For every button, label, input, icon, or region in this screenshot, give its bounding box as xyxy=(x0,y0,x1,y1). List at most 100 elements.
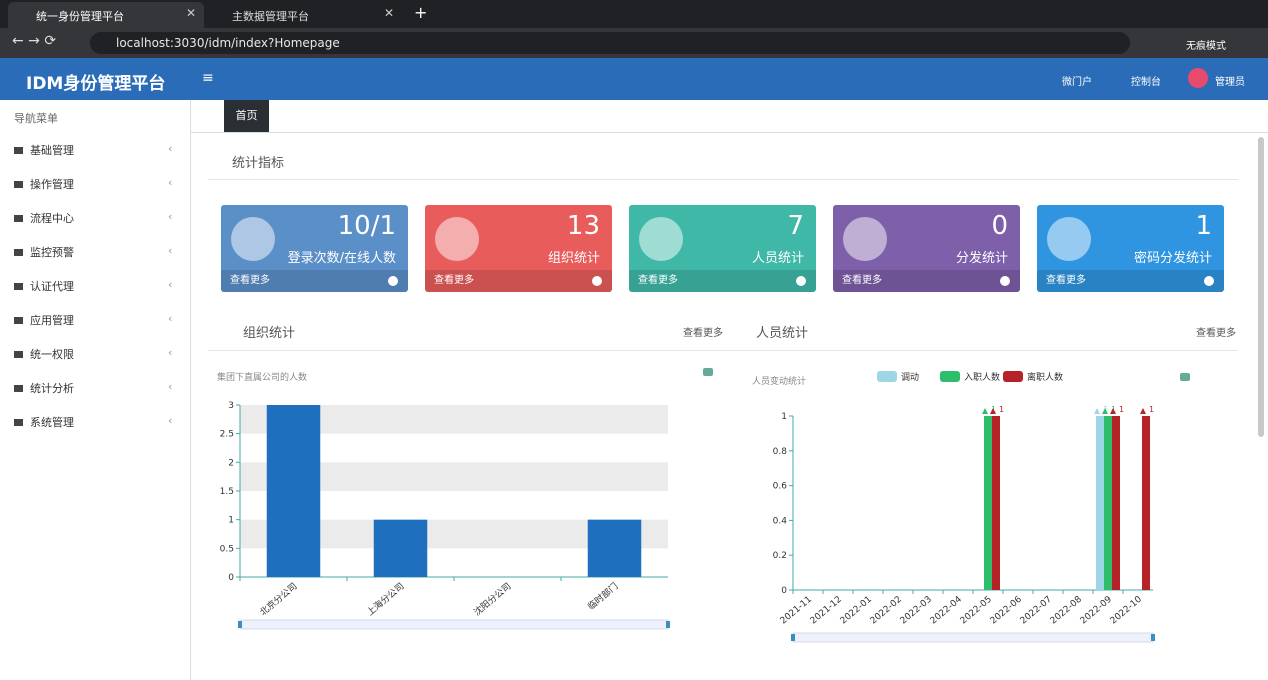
tab-title[interactable]: 主数据管理平台 xyxy=(232,10,309,23)
card-label: 密码分发统计 xyxy=(1133,251,1212,266)
tab-title[interactable]: 统一身份管理平台 xyxy=(36,10,124,23)
legend-label: 入职人数 xyxy=(964,371,1000,383)
url[interactable]: localhost:3030/idm/index?Homepage xyxy=(116,36,340,50)
bar xyxy=(266,405,321,577)
marker xyxy=(1140,408,1146,414)
zoom-slider xyxy=(792,632,1154,643)
x-tick-label: 2022-05 xyxy=(959,595,994,627)
stat-card: 13 组织统计 查看更多 xyxy=(425,205,612,292)
card-more[interactable]: 查看更多 xyxy=(629,270,816,292)
tabbar xyxy=(191,100,1268,133)
marker xyxy=(1110,408,1116,414)
page-tab[interactable]: 首页 xyxy=(224,100,269,132)
menu-item[interactable]: 统计分析 xyxy=(14,380,172,396)
bar xyxy=(1142,416,1150,590)
panel-title: 人员统计 xyxy=(756,326,809,341)
card-more[interactable]: 查看更多 xyxy=(833,270,1020,292)
card-icon xyxy=(231,217,275,261)
x-tick-label: 2022-06 xyxy=(989,594,1024,626)
card-label: 分发统计 xyxy=(955,251,1008,266)
header-link[interactable]: 管理员 xyxy=(1215,77,1245,88)
bar xyxy=(1112,416,1120,590)
x-tick-label: 上海分公司 xyxy=(364,580,406,618)
profile[interactable]: 无痕模式 xyxy=(1186,41,1226,52)
marker xyxy=(990,408,996,414)
value-label: 1 xyxy=(999,405,1004,414)
y-tick-label: 1 xyxy=(781,412,787,422)
panel-title: 组织统计 xyxy=(243,326,296,341)
zoom-slider xyxy=(239,619,669,630)
x-tick-label: 临时部门 xyxy=(585,580,620,612)
y-tick-label: 0 xyxy=(781,586,787,596)
app-title: IDM身份管理平台 xyxy=(26,74,166,94)
menu-item[interactable]: 监控预警 xyxy=(14,244,172,260)
bar xyxy=(992,416,1000,590)
divider xyxy=(208,350,1238,351)
stat-card: 10/1 登录次数/在线人数 查看更多 xyxy=(221,205,408,292)
header-link[interactable]: 微门户 xyxy=(1062,77,1092,88)
card-more[interactable]: 查看更多 xyxy=(1037,270,1224,292)
active-tab[interactable] xyxy=(8,2,204,28)
card-icon xyxy=(1047,217,1091,261)
chart-title: 人员变动统计 xyxy=(752,375,806,387)
legend-swatch xyxy=(940,371,960,382)
nav-buttons[interactable]: ← → ⟳ xyxy=(12,33,57,49)
panel-more[interactable]: 查看更多 xyxy=(1196,328,1236,339)
menu-item[interactable]: 操作管理 xyxy=(14,176,172,192)
menu-item[interactable]: 基础管理 xyxy=(14,142,172,158)
avatar[interactable] xyxy=(1188,68,1208,88)
card-value: 0 xyxy=(991,211,1008,241)
y-tick-label: 0.6 xyxy=(773,482,788,492)
bar xyxy=(373,519,428,577)
new-tab[interactable]: + xyxy=(414,3,428,22)
menu-toggle[interactable]: ≡ xyxy=(202,70,214,86)
zoom-handle xyxy=(666,621,670,628)
x-tick-label: 2022-03 xyxy=(899,595,934,627)
y-tick-label: 0.4 xyxy=(773,516,788,526)
legend-label: 离职人数 xyxy=(1027,371,1063,383)
y-tick-label: 0.2 xyxy=(773,551,787,561)
y-tick-label: 0 xyxy=(228,573,234,583)
card-value: 7 xyxy=(787,211,804,241)
section-title: 统计指标 xyxy=(232,156,285,171)
app-header xyxy=(0,58,1268,100)
card-more[interactable]: 查看更多 xyxy=(221,270,408,292)
header-link[interactable]: 控制台 xyxy=(1131,77,1161,88)
divider xyxy=(208,179,1238,180)
x-tick-label: 2022-08 xyxy=(1049,594,1084,626)
card-label: 登录次数/在线人数 xyxy=(287,251,396,266)
bar xyxy=(984,416,992,590)
scrollbar[interactable] xyxy=(1258,137,1264,437)
x-tick-label: 北京分公司 xyxy=(257,580,299,618)
y-tick-label: 0.5 xyxy=(220,544,234,554)
menu-item[interactable]: 系统管理 xyxy=(14,414,172,430)
stat-card: 1 密码分发统计 查看更多 xyxy=(1037,205,1224,292)
y-tick-label: 2.5 xyxy=(220,430,234,440)
menu-item[interactable]: 认证代理 xyxy=(14,278,172,294)
sidebar-title: 导航菜单 xyxy=(14,112,58,125)
card-more[interactable]: 查看更多 xyxy=(425,270,612,292)
x-tick-label: 2022-09 xyxy=(1079,594,1114,626)
menu-item[interactable]: 统一权限 xyxy=(14,346,172,362)
close-tab[interactable]: ✕ xyxy=(384,6,395,20)
menu-item[interactable]: 应用管理 xyxy=(14,312,172,328)
zoom-handle xyxy=(238,621,242,628)
card-label: 组织统计 xyxy=(547,251,600,266)
x-tick-label: 2022-04 xyxy=(929,594,964,626)
chart-title: 集团下直属公司的人数 xyxy=(217,371,307,383)
marker xyxy=(982,408,988,414)
panel-more[interactable]: 查看更多 xyxy=(683,328,723,339)
menu-item[interactable]: 流程中心 xyxy=(14,210,172,226)
legend-swatch xyxy=(877,371,897,382)
zoom-handle xyxy=(791,634,795,641)
stat-card: 7 人员统计 查看更多 xyxy=(629,205,816,292)
bar xyxy=(1104,416,1112,590)
address-bar[interactable] xyxy=(90,32,1130,54)
bar xyxy=(587,519,642,577)
close-tab[interactable]: ✕ xyxy=(186,6,197,20)
tab-strip xyxy=(0,0,1268,28)
stat-card: 0 分发统计查看更多 xyxy=(833,205,1020,292)
toolbox-icon xyxy=(703,368,713,376)
